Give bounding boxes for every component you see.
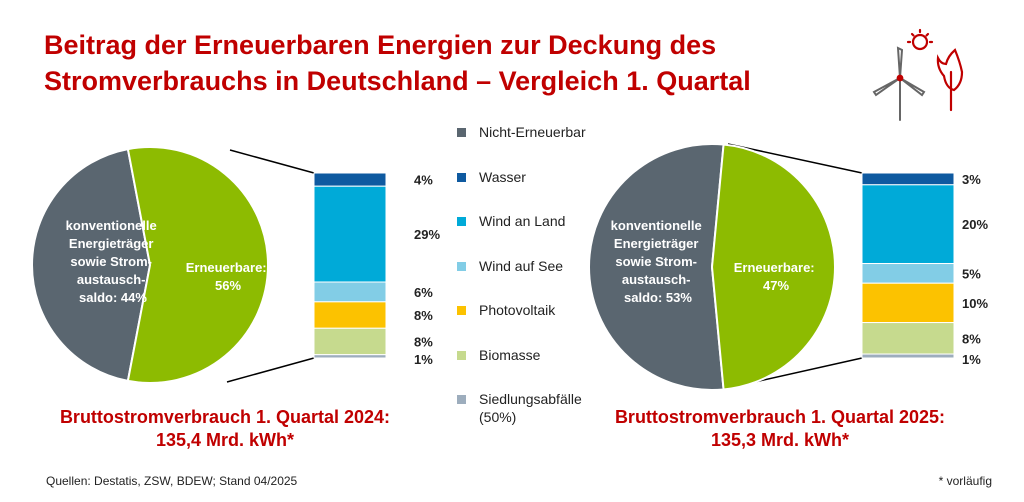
bar-segment-siedlungsabfälle-50- [313,354,387,359]
legend-label: Biomasse [479,347,541,363]
pie-label-conv-2025: konventionelle Energieträger sowie Strom… [611,218,706,305]
connector-bottom-2024 [226,357,315,383]
footer-sources: Quellen: Destatis, ZSW, BDEW; Stand 04/2… [46,474,298,488]
page-title: Beitrag der Erneuerbaren Energien zur De… [44,27,864,99]
legend-swatch [457,262,466,271]
bar-segment-wind-an-land [313,185,387,283]
stack-bar-2024: 4% 29% 6% 8% 8% 1% [313,172,440,367]
bar-label: 20% [962,217,988,232]
legend-swatch [457,306,466,315]
bar-segment-biomasse [313,327,387,356]
bar-label: 4% [414,173,433,188]
pie-slice-renewable-2025 [710,143,836,391]
total-2025-line2: 135,3 Mrd. kWh* [710,430,850,450]
chart-2025: konventionelle Energieträger sowie Strom… [588,143,988,391]
legend-swatch [457,128,466,137]
connector-top-2024 [229,149,315,174]
legend-label: Wasser [479,169,526,185]
pie-label-conv-2024: konventionelle Energieträger sowie Strom… [66,218,161,305]
legend-label: Photovoltaik [479,302,556,318]
total-2024-line2: 135,4 Mrd. kWh* [155,430,295,450]
legend-swatch [457,395,466,404]
legend-label: Nicht-Erneuerbar [479,124,586,140]
bar-label: 29% [414,227,440,242]
bar-segment-wind-auf-see [861,263,955,284]
bar-segment-wasser [861,172,955,186]
pie-slice-nonrenewable-2024 [31,147,152,383]
total-2025: Bruttostromverbrauch 1. Quartal 2025: 13… [575,406,985,452]
bar-segment-siedlungsabfälle-50- [861,353,955,359]
legend-swatch [457,217,466,226]
bar-segment-wind-an-land [861,184,955,265]
connector-top-2025 [727,143,863,174]
bar-label: 5% [962,266,981,281]
total-2025-line1: Bruttostromverbrauch 1. Quartal 2025: [614,407,946,427]
bar-segment-biomasse [861,322,955,355]
pie-slice-renewable-2024 [126,146,269,384]
bar-segment-wind-auf-see [313,281,387,303]
pie-label-ren-2025: Erneuerbare: 47% [734,260,819,293]
bar-label: 6% [414,285,433,300]
chart-2024: konventionelle Energieträger sowie Strom… [31,146,440,384]
total-2024: Bruttostromverbrauch 1. Quartal 2024: 13… [30,406,420,452]
legend-label: Wind an Land [479,213,566,229]
pie-label-ren-2024: Erneuerbare: 56% [186,260,271,293]
bar-label: 8% [414,334,433,349]
title-line-2: Stromverbrauchs in Deutschland – Verglei… [44,66,751,96]
pie-slice-nonrenewable-2025 [588,143,725,391]
bar-label: 8% [414,308,433,323]
legend-swatch [457,351,466,360]
legend-label: Wind auf See [479,258,564,274]
legend-label: Siedlungsabfälle (50%) [479,391,582,425]
stack-bar-2025: 3% 20% 5% 10% 8% 1% [861,172,988,367]
bar-segment-wasser [313,172,387,187]
bar-segment-photovoltaik [313,301,387,329]
bar-label: 3% [962,172,981,187]
bar-label: 8% [962,331,981,346]
title-line-1: Beitrag der Erneuerbaren Energien zur De… [44,30,717,60]
bar-label: 1% [414,352,433,367]
footer-note: * vorläufig [938,474,992,488]
bar-label: 10% [962,296,988,311]
bar-segment-photovoltaik [861,282,955,324]
energy-logo-icon [872,28,964,121]
legend-swatch [457,173,466,182]
bar-label: 1% [962,352,981,367]
total-2024-line1: Bruttostromverbrauch 1. Quartal 2024: [59,407,391,427]
